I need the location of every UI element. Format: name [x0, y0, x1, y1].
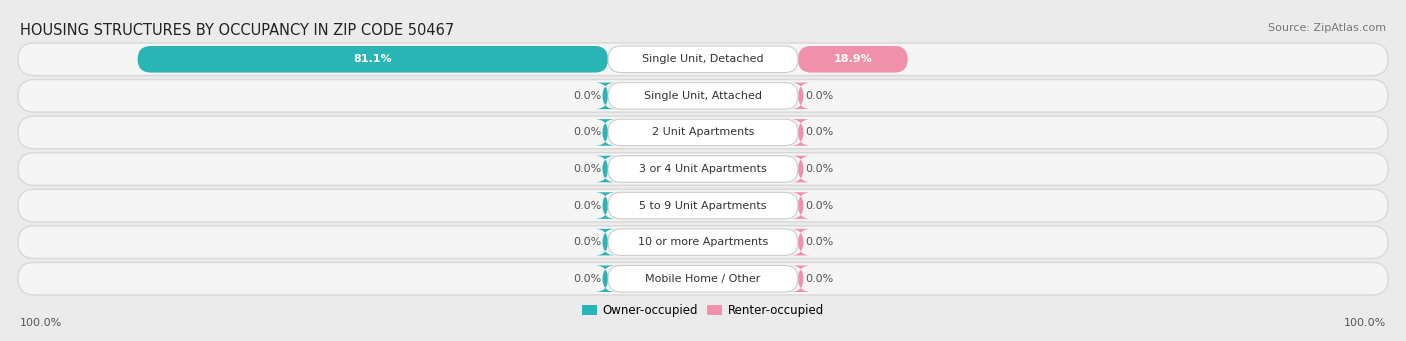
- FancyBboxPatch shape: [595, 192, 616, 219]
- FancyBboxPatch shape: [607, 156, 799, 182]
- Text: 100.0%: 100.0%: [20, 318, 62, 328]
- FancyBboxPatch shape: [799, 46, 908, 73]
- FancyBboxPatch shape: [18, 189, 1388, 222]
- FancyBboxPatch shape: [18, 43, 1388, 76]
- FancyBboxPatch shape: [607, 265, 799, 292]
- FancyBboxPatch shape: [595, 119, 616, 146]
- FancyBboxPatch shape: [18, 226, 1388, 258]
- FancyBboxPatch shape: [790, 156, 811, 182]
- FancyBboxPatch shape: [790, 83, 811, 109]
- Text: HOUSING STRUCTURES BY OCCUPANCY IN ZIP CODE 50467: HOUSING STRUCTURES BY OCCUPANCY IN ZIP C…: [20, 23, 454, 38]
- Text: 0.0%: 0.0%: [572, 128, 600, 137]
- FancyBboxPatch shape: [607, 119, 799, 146]
- Text: 0.0%: 0.0%: [806, 237, 834, 247]
- Text: 0.0%: 0.0%: [572, 91, 600, 101]
- FancyBboxPatch shape: [607, 192, 799, 219]
- FancyBboxPatch shape: [790, 229, 811, 255]
- Text: 0.0%: 0.0%: [806, 128, 834, 137]
- FancyBboxPatch shape: [607, 46, 799, 73]
- Text: Source: ZipAtlas.com: Source: ZipAtlas.com: [1268, 23, 1386, 33]
- FancyBboxPatch shape: [18, 263, 1388, 295]
- Text: 3 or 4 Unit Apartments: 3 or 4 Unit Apartments: [640, 164, 766, 174]
- Text: Single Unit, Detached: Single Unit, Detached: [643, 54, 763, 64]
- FancyBboxPatch shape: [790, 265, 811, 292]
- Text: Single Unit, Attached: Single Unit, Attached: [644, 91, 762, 101]
- FancyBboxPatch shape: [595, 265, 616, 292]
- Text: 0.0%: 0.0%: [572, 237, 600, 247]
- FancyBboxPatch shape: [595, 229, 616, 255]
- FancyBboxPatch shape: [138, 46, 607, 73]
- Text: 0.0%: 0.0%: [572, 201, 600, 211]
- Text: 2 Unit Apartments: 2 Unit Apartments: [652, 128, 754, 137]
- FancyBboxPatch shape: [607, 83, 799, 109]
- FancyBboxPatch shape: [595, 156, 616, 182]
- FancyBboxPatch shape: [790, 119, 811, 146]
- Text: Mobile Home / Other: Mobile Home / Other: [645, 274, 761, 284]
- Text: 0.0%: 0.0%: [806, 164, 834, 174]
- FancyBboxPatch shape: [595, 83, 616, 109]
- FancyBboxPatch shape: [790, 192, 811, 219]
- Text: 5 to 9 Unit Apartments: 5 to 9 Unit Apartments: [640, 201, 766, 211]
- FancyBboxPatch shape: [607, 229, 799, 255]
- Text: 10 or more Apartments: 10 or more Apartments: [638, 237, 768, 247]
- FancyBboxPatch shape: [18, 153, 1388, 185]
- Text: 0.0%: 0.0%: [806, 201, 834, 211]
- Text: 81.1%: 81.1%: [353, 54, 392, 64]
- Text: 0.0%: 0.0%: [572, 164, 600, 174]
- Text: 18.9%: 18.9%: [834, 54, 872, 64]
- Text: 0.0%: 0.0%: [806, 91, 834, 101]
- FancyBboxPatch shape: [18, 79, 1388, 112]
- Text: 0.0%: 0.0%: [806, 274, 834, 284]
- Legend: Owner-occupied, Renter-occupied: Owner-occupied, Renter-occupied: [582, 304, 824, 317]
- FancyBboxPatch shape: [18, 116, 1388, 149]
- Text: 100.0%: 100.0%: [1344, 318, 1386, 328]
- Text: 0.0%: 0.0%: [572, 274, 600, 284]
